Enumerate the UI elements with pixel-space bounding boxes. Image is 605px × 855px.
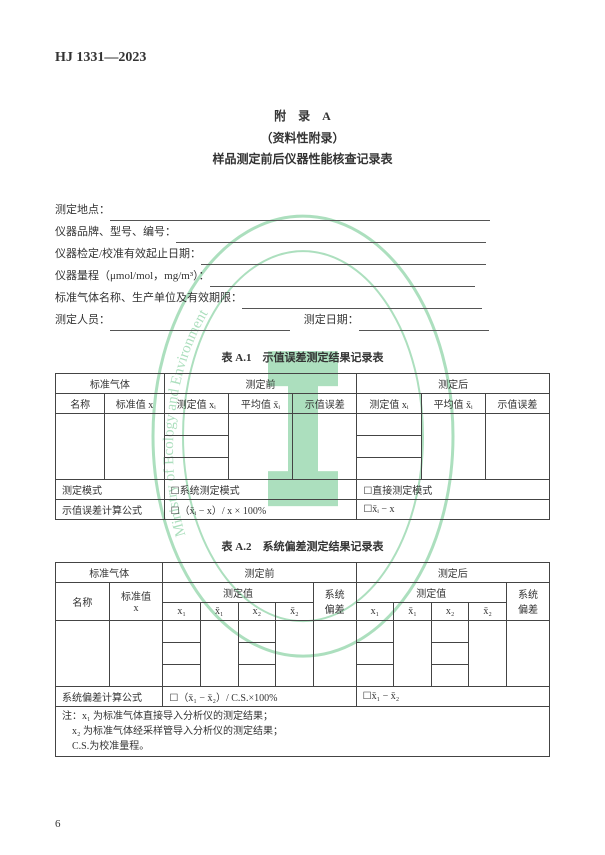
a1-formula-rel: ☐（x̄ᵢ − x）/ x × 100%: [164, 499, 357, 519]
field-range-label: 仪器量程（μmol/mol，mg/m³）：: [55, 270, 210, 282]
a2-h-stdgas: 标准气体: [56, 562, 163, 582]
a2-formula-rel: ☐（x̄₁ − x̄₂）/ C.S.×100%: [163, 686, 356, 706]
field-location-label: 测定地点：: [55, 204, 110, 216]
a2-h-x2ba: x̄₂: [276, 602, 314, 620]
table-a2-caption: 表 A.2 系统偏差测定结果记录表: [55, 538, 550, 554]
a1-h-before: 测定前: [164, 373, 357, 393]
document-id: HJ 1331—2023: [55, 50, 550, 66]
appendix-label: 附 录 A: [55, 106, 550, 128]
a1-h-avg2: 平均值 x̄ᵢ: [421, 393, 485, 413]
a2-h-before: 测定前: [163, 562, 356, 582]
a2-h-bias1: 系统 偏差: [313, 582, 356, 620]
a2-h-x2b2: x₂: [431, 602, 469, 620]
appendix-title: 样品测定前后仪器性能核查记录表: [55, 149, 550, 171]
field-person-label: 测定人员：: [55, 314, 110, 326]
table-a1-caption: 表 A.1 示值误差测定结果记录表: [55, 349, 550, 365]
a2-formula-label: 系统偏差计算公式: [56, 686, 163, 706]
a2-h-meas1: 测定值: [163, 582, 313, 602]
a1-mode-sys: ☐系统测定模式: [164, 479, 357, 499]
a1-h-err1: 示值误差: [293, 393, 357, 413]
table-a2: 标准气体 测定前 测定后 名称 标准值 x 测定值 系统 偏差 测定值 系统 偏…: [55, 562, 550, 757]
a1-h-after: 测定后: [357, 373, 550, 393]
a1-formula-label: 示值误差计算公式: [56, 499, 165, 519]
a2-h-x1ba: x̄₁: [200, 602, 238, 620]
a2-note: 注：x₁ 为标准气体直接导入分析仪的测定结果； x₂ 为标准气体经采样管导入分析…: [56, 706, 550, 756]
field-brand-label: 仪器品牌、型号、编号：: [55, 226, 176, 238]
a2-h-x2a: x₂: [238, 602, 276, 620]
a2-h-after: 测定后: [356, 562, 549, 582]
form-fields: 测定地点： 仪器品牌、型号、编号： 仪器检定/校准有效起止日期： 仪器量程（μm…: [55, 199, 550, 331]
a1-mode-direct: ☐直接测定模式: [357, 479, 550, 499]
field-stdgas-label: 标准气体名称、生产单位及有效期限：: [55, 292, 242, 304]
a1-h-meas1: 测定值 xᵢ: [164, 393, 228, 413]
table-a1: 标准气体 测定前 测定后 名称 标准值 x 测定值 xᵢ 平均值 x̄ᵢ 示值误…: [55, 373, 550, 520]
a1-h-name: 名称: [56, 393, 105, 413]
a1-h-meas2: 测定值 xᵢ: [357, 393, 421, 413]
a2-h-bias2: 系统 偏差: [506, 582, 549, 620]
a1-h-stdgas: 标准气体: [56, 373, 165, 393]
a2-h-meas2: 测定值: [356, 582, 506, 602]
a1-h-err2: 示值误差: [485, 393, 549, 413]
a2-h-x1b2: x₁: [356, 602, 394, 620]
a2-h-name: 名称: [56, 582, 110, 620]
a2-h-stdval: 标准值 x: [109, 582, 163, 620]
page-number: 6: [55, 818, 61, 830]
a2-h-x1bb2: x̄₁: [394, 602, 432, 620]
field-date-label: 测定日期：: [304, 314, 359, 326]
a1-mode-label: 测定模式: [56, 479, 165, 499]
a2-h-x2bb2: x̄₂: [469, 602, 507, 620]
a1-h-stdval: 标准值 x: [105, 393, 164, 413]
a1-formula-abs: ☐x̄ᵢ − x: [357, 499, 550, 519]
field-cal-label: 仪器检定/校准有效起止日期：: [55, 248, 201, 260]
a2-h-x1a: x₁: [163, 602, 201, 620]
a1-h-avg1: 平均值 x̄ᵢ: [228, 393, 292, 413]
a2-formula-abs: ☐x̄₁ − x̄₂: [356, 686, 549, 706]
appendix-type: （资料性附录）: [55, 128, 550, 150]
